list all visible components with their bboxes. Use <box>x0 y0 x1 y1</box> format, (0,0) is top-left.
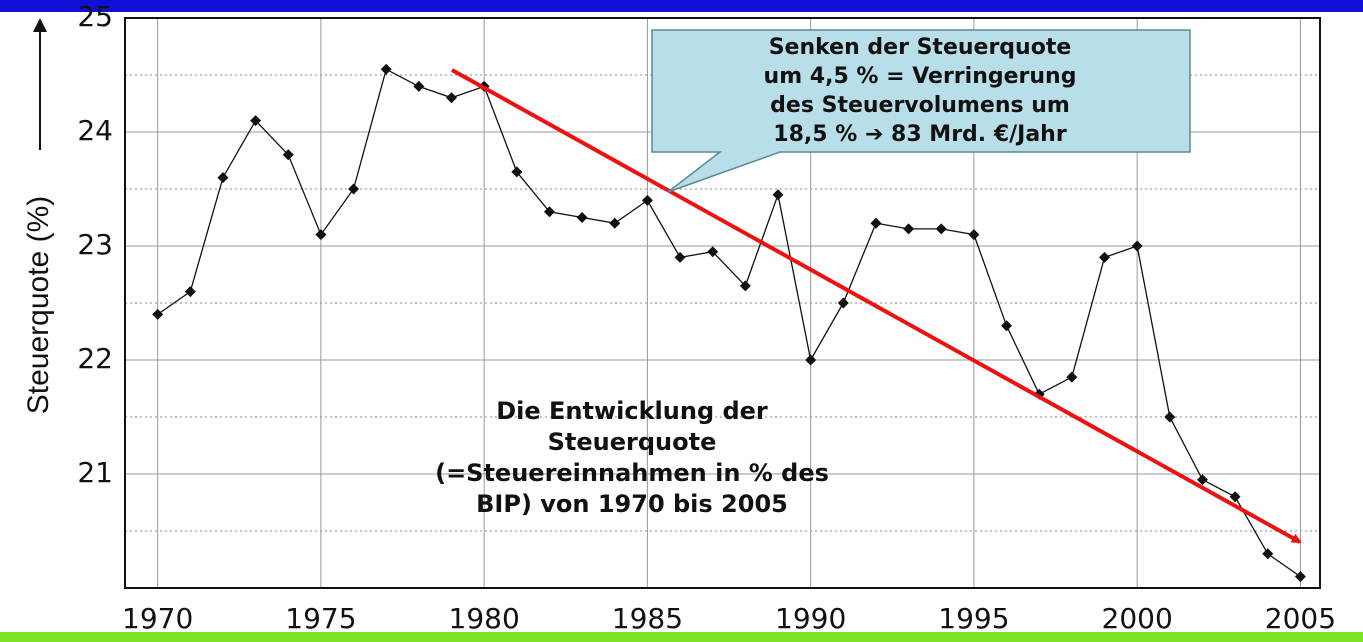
x-tick-label: 2005 <box>1265 602 1336 635</box>
callout-box <box>651 29 1191 193</box>
x-tick-label: 1975 <box>285 602 356 635</box>
data-point <box>707 246 719 258</box>
y-tick-label: 21 <box>77 456 113 489</box>
data-point <box>152 308 164 320</box>
data-point <box>184 286 196 298</box>
plot-area: 21 22 23 24 25 1970 1975 1980 1985 1990 1995 2000 20… <box>77 0 1336 635</box>
data-point <box>805 354 817 366</box>
trend-arrow <box>451 68 1302 544</box>
data-point <box>674 251 686 263</box>
data-point <box>1262 548 1274 560</box>
data-point <box>1131 240 1143 252</box>
bottom-band <box>0 632 1363 642</box>
annotation-line: BIP) von 1970 bis 2005 <box>476 490 788 518</box>
y-tick-label: 25 <box>77 0 113 33</box>
y-axis-arrowhead <box>33 18 47 32</box>
y-tick-label: 24 <box>77 114 113 147</box>
data-point <box>772 189 784 201</box>
data-point <box>250 115 262 127</box>
data-point <box>739 280 751 292</box>
data-point <box>935 223 947 235</box>
data-point <box>511 166 523 178</box>
data-point <box>1229 491 1241 503</box>
callout-line: Senken der Steuerquote <box>769 35 1072 60</box>
plot-frame <box>124 17 1321 589</box>
data-point <box>1164 411 1176 423</box>
data-point <box>413 80 425 92</box>
data-point <box>609 217 621 229</box>
data-point <box>1066 371 1078 383</box>
data-point <box>837 297 849 309</box>
callout-text: Senken der Steuerquote um 4,5 % = Verring… <box>764 35 1077 147</box>
data-point <box>315 229 327 241</box>
top-band <box>0 0 1363 12</box>
data-point <box>1099 251 1111 263</box>
y-tick-label: 23 <box>77 228 113 261</box>
data-point <box>217 172 229 184</box>
data-point <box>380 63 392 75</box>
data-line <box>157 68 1301 578</box>
data-point <box>576 212 588 223</box>
x-tick-label: 1970 <box>122 602 193 635</box>
data-point <box>282 149 294 161</box>
annotation-line: Steuerquote <box>548 428 717 456</box>
x-tick-label: 2000 <box>1102 602 1173 635</box>
data-point <box>543 206 555 218</box>
data-point <box>1196 474 1208 486</box>
x-tick-label: 1985 <box>612 602 683 635</box>
x-tick-label: 1980 <box>449 602 520 635</box>
data-point <box>968 229 980 241</box>
data-point <box>870 217 882 229</box>
data-point <box>348 183 360 195</box>
callout-line: um 4,5 % = Verringerung <box>764 64 1077 89</box>
data-point <box>1294 571 1306 583</box>
callout-line: des Steuervolumens um <box>770 93 1070 118</box>
data-point <box>903 223 915 235</box>
y-tick-label: 22 <box>77 342 113 375</box>
annotation-text: Die Entwicklung der Steuerquote (=Steuerei… <box>435 397 829 518</box>
data-point <box>446 92 458 104</box>
annotation-line: (=Steuereinnahmen in % des <box>435 459 829 487</box>
annotation-line: Die Entwicklung der <box>496 397 768 425</box>
y-axis-label: Steuerquote (%) <box>22 196 55 414</box>
data-point <box>641 194 653 206</box>
x-tick-label: 1990 <box>775 602 846 635</box>
x-tick-label: 1995 <box>938 602 1009 635</box>
data-point <box>1001 320 1013 332</box>
callout-line: 18,5 % ➔ 83 Mrd. €/Jahr <box>773 122 1067 147</box>
